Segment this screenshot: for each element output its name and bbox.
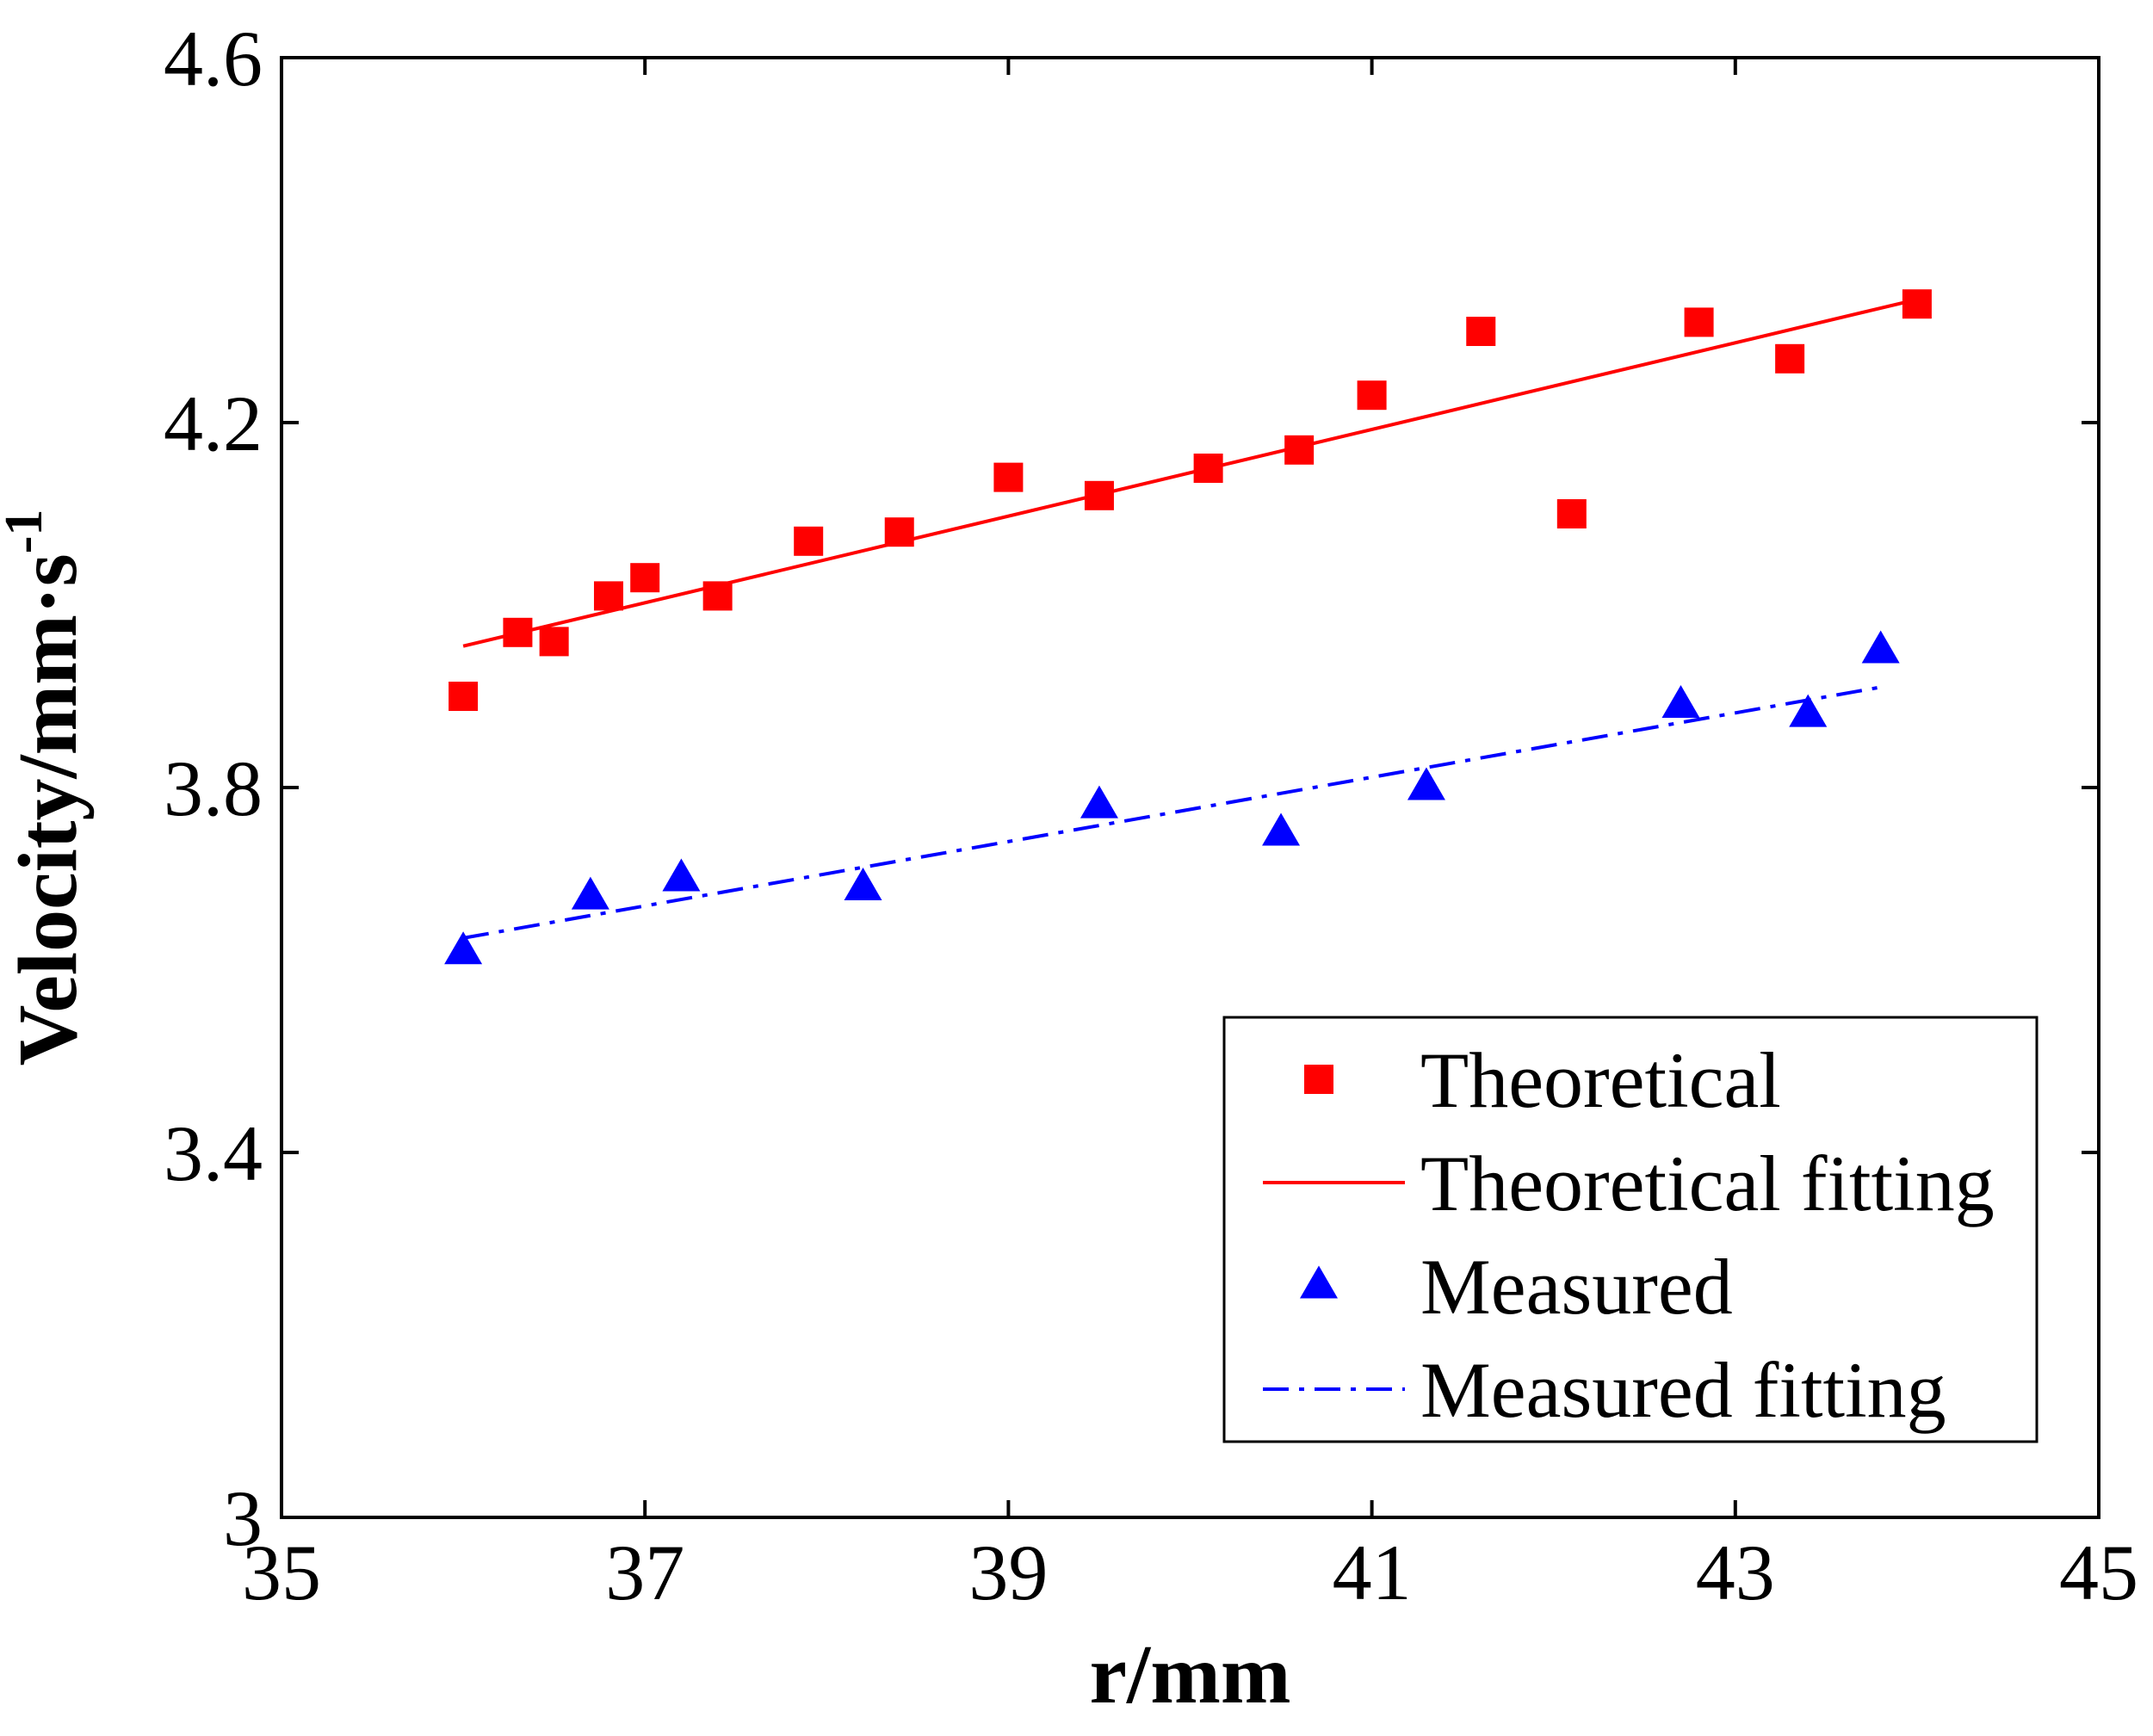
theoretical-point <box>630 563 660 593</box>
legend: Theoretical Theoretical fitting Measured Me… <box>1222 1016 2039 1443</box>
series-line-measured-fitting <box>462 685 1882 940</box>
plot-layer <box>444 289 1932 965</box>
measured-point <box>844 868 882 901</box>
y-axis-title-main: Velocity/mm·s <box>2 553 95 1066</box>
theoretical-point <box>593 581 623 611</box>
x-axis-title: r/mm <box>1090 1628 1291 1721</box>
series-line-theoretical-fitting <box>462 297 1918 648</box>
measured-point <box>662 858 701 892</box>
x-tick-label: 39 <box>968 1529 1048 1616</box>
measured-point <box>1262 812 1301 846</box>
measured-point <box>571 876 609 910</box>
theoretical-point <box>1284 435 1315 465</box>
y-tick-label: 4.6 <box>164 15 263 102</box>
theoretical-point <box>1684 307 1714 337</box>
y-axis-title-superscript: -1 <box>0 510 53 554</box>
legend-box <box>1222 1016 2039 1443</box>
measured-point <box>1861 630 1900 664</box>
legend-measured-symbol <box>1300 1265 1338 1299</box>
theoretical-point <box>1775 343 1805 374</box>
theoretical-point <box>702 581 733 611</box>
theoretical-point <box>1556 499 1587 528</box>
x-tick-label: 35 <box>242 1529 321 1616</box>
theoretical-point <box>539 627 569 657</box>
theoretical-point <box>1466 317 1496 346</box>
legend-theoretical-label: Theoretical <box>1420 1036 1781 1124</box>
measured-point <box>444 931 483 965</box>
x-tick-label: 43 <box>1696 1529 1775 1616</box>
x-tick-label: 41 <box>1333 1529 1412 1616</box>
theoretical-point <box>1193 454 1223 483</box>
legend-measured-label: Measured <box>1420 1243 1733 1331</box>
measured-point <box>1080 785 1118 819</box>
x-tick-label: 37 <box>605 1529 684 1616</box>
y-tick-label: 3.4 <box>164 1109 263 1197</box>
theoretical-point <box>449 682 479 711</box>
legend-measured-fitting-label: Measured fitting <box>1420 1346 1946 1434</box>
theoretical-point <box>1084 480 1114 510</box>
y-tick-label: 3 <box>223 1474 263 1562</box>
legend-theoretical-symbol <box>1304 1065 1333 1094</box>
theoretical-point <box>993 462 1024 492</box>
y-axis-title: Velocity/mm·s-1 <box>0 510 95 1066</box>
measured-point <box>1661 685 1700 719</box>
theoretical-point <box>884 517 914 547</box>
theoretical-point <box>1902 289 1932 319</box>
theoretical-point <box>794 526 824 556</box>
y-tick-label: 3.8 <box>164 744 263 832</box>
measured-point <box>1789 694 1828 727</box>
theoretical-point <box>503 617 533 647</box>
x-tick-label: 45 <box>2059 1529 2138 1616</box>
theoretical-point <box>1357 380 1387 411</box>
axes-layer: 35 37 39 41 43 45 3 3.4 3.8 4.2 4.6 r/mm Velocity/mm… <box>0 15 2138 1721</box>
legend-theoretical-fitting-label: Theoretical fitting <box>1420 1140 1995 1227</box>
y-tick-label: 4.2 <box>164 380 263 467</box>
measured-point <box>1407 767 1445 800</box>
